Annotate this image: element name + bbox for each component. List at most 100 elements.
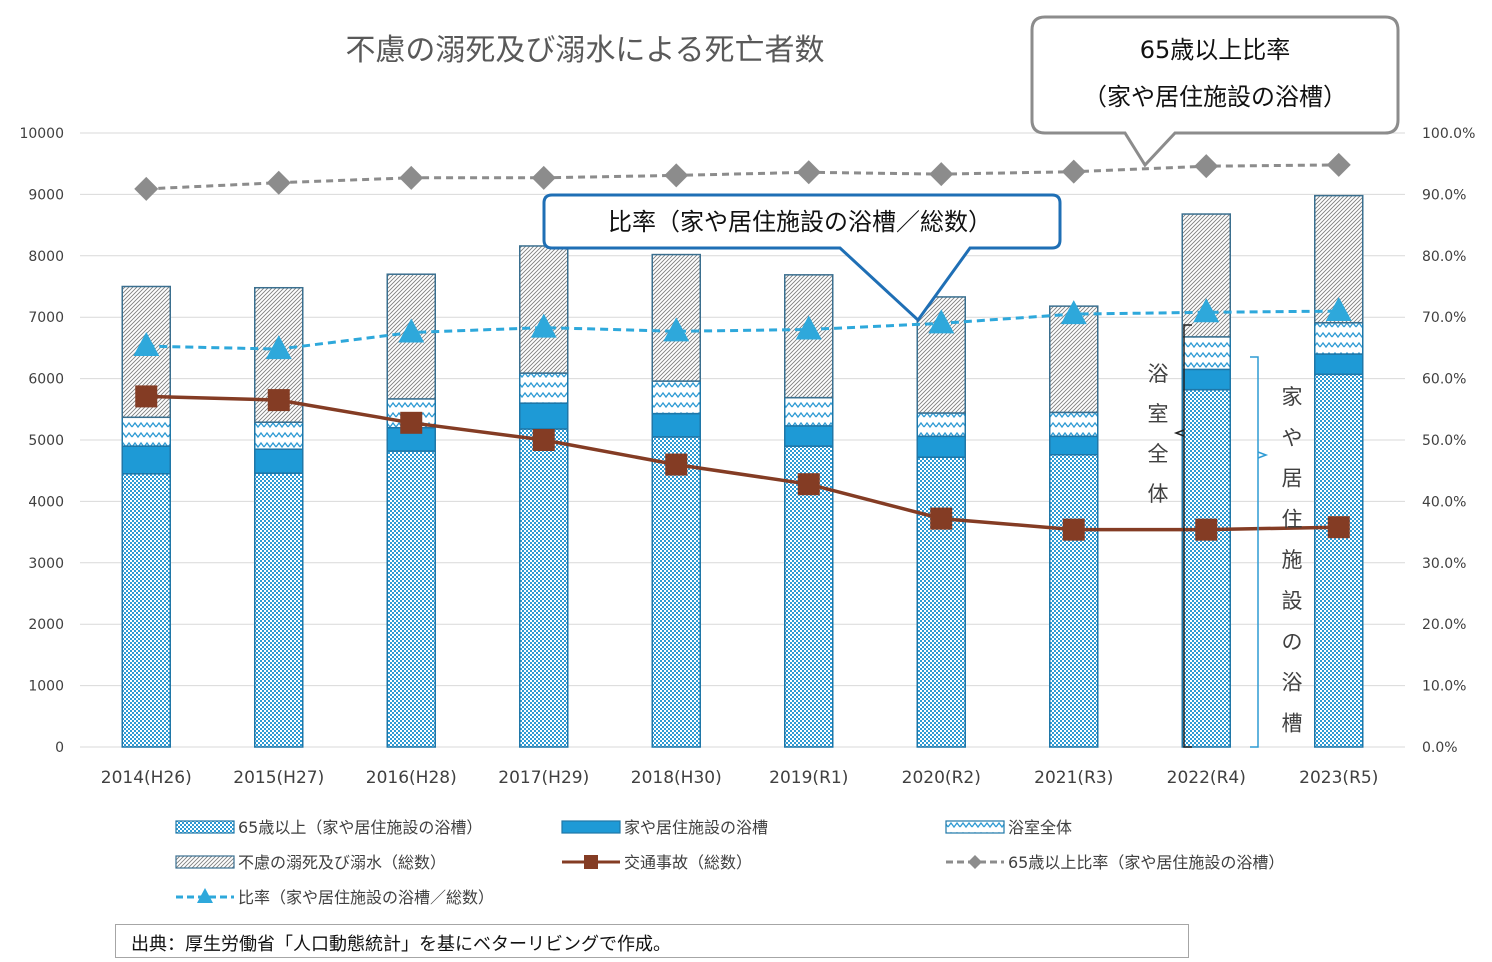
bar-home-bath	[916, 435, 966, 458]
bar-home-bath	[1314, 353, 1364, 376]
bar-elderly-bath	[386, 450, 436, 748]
x-tick-label: 2017(H29)	[498, 768, 589, 788]
y-tick-label: 1000	[28, 679, 64, 695]
bar-bathroom	[916, 412, 966, 438]
legend-ratio-marker	[197, 888, 213, 903]
legend-traffic-marker	[584, 855, 598, 869]
marker-square	[1062, 518, 1085, 541]
marker-triangle	[663, 317, 690, 342]
x-tick-label: 2019(R1)	[769, 768, 848, 788]
bar-home-bath	[1049, 435, 1099, 456]
bracket-bathroom-tip	[1173, 429, 1185, 437]
y-tick-label: 0	[55, 740, 64, 756]
bar-bathroom	[254, 421, 304, 450]
bar-home-bath	[651, 412, 701, 438]
marker-diamond	[531, 165, 556, 190]
y-tick-label: 8000	[28, 249, 64, 265]
y2-tick-label: 80.0%	[1422, 249, 1466, 265]
callout-ratio-text: 比率（家や居住施設の浴槽／総数）	[608, 208, 992, 236]
bar-bathroom	[121, 416, 171, 447]
x-tick-label: 2022(R4)	[1167, 768, 1246, 788]
legend-elderly-bath-label: 65歳以上（家や居住施設の浴槽）	[238, 818, 482, 837]
legend-elderly-ratio-marker	[968, 855, 982, 869]
y2-tick-label: 0.0%	[1422, 740, 1458, 756]
x-tick-label: 2015(H27)	[233, 768, 324, 788]
y2-tick-label: 50.0%	[1422, 433, 1466, 449]
bar-bathroom	[1314, 321, 1364, 355]
marker-triangle	[133, 332, 160, 357]
legend-elderly-ratio-label: 65歳以上比率（家や居住施設の浴槽）	[1008, 853, 1284, 872]
marker-diamond	[134, 176, 159, 201]
y-tick-label: 9000	[28, 187, 64, 203]
y2-tick-label: 20.0%	[1422, 617, 1466, 633]
bar-elderly-bath	[651, 436, 701, 748]
marker-diamond	[664, 163, 689, 188]
bar-bathroom	[1181, 336, 1231, 371]
y-tick-label: 5000	[28, 433, 64, 449]
marker-triangle	[530, 313, 557, 338]
bar-elderly-bath	[916, 456, 966, 748]
bar-home-bath	[254, 448, 304, 474]
x-tick-label: 2020(R2)	[902, 768, 981, 788]
y2-tick-label: 60.0%	[1422, 372, 1466, 388]
y-tick-label: 3000	[28, 556, 64, 572]
bar-elderly-bath	[519, 428, 569, 748]
bracket-bathroom	[1183, 324, 1192, 748]
marker-diamond	[929, 162, 954, 187]
legend-bathroom-label: 浴室全体	[1008, 818, 1072, 837]
y2-tick-label: 10.0%	[1422, 679, 1466, 695]
bar-bathroom	[651, 380, 701, 415]
y2-tick-label: 100.0%	[1422, 126, 1475, 142]
marker-square	[1195, 518, 1218, 541]
label-home-bath-vertical: 家や居住施設の浴槽	[1282, 385, 1303, 735]
x-tick-label: 2021(R3)	[1034, 768, 1113, 788]
bar-home-bath	[784, 425, 834, 447]
y-tick-label: 10000	[19, 126, 64, 142]
bar-elderly-bath	[121, 473, 171, 748]
callout-elderly-ratio-line1: 65歳以上比率	[1140, 36, 1291, 64]
callout-ratio	[542, 193, 1062, 323]
y2-tick-label: 70.0%	[1422, 310, 1466, 326]
x-tick-label: 2018(H30)	[631, 768, 722, 788]
bracket-home-bath-tip	[1257, 451, 1269, 459]
chart-title: 不慮の溺死及び溺水による死亡者数	[345, 33, 824, 68]
marker-square	[532, 429, 555, 451]
marker-triangle	[1325, 297, 1352, 322]
bar-bathroom	[1049, 411, 1099, 438]
line-series	[146, 163, 1339, 191]
marker-triangle	[398, 318, 425, 343]
label-bathroom-vertical: 浴室全体	[1148, 362, 1169, 506]
y-tick-label: 7000	[28, 310, 64, 326]
legend-bathroom-swatch	[945, 820, 1005, 834]
y-tick-label: 4000	[28, 494, 64, 510]
legend-elderly-bath-swatch	[175, 820, 235, 834]
legend-total-swatch	[175, 855, 235, 869]
marker-square	[135, 385, 158, 408]
marker-square	[400, 411, 423, 434]
marker-triangle	[1193, 298, 1220, 323]
x-tick-label: 2016(H28)	[366, 768, 457, 788]
y2-tick-label: 90.0%	[1422, 187, 1466, 203]
bar-bathroom	[519, 372, 569, 404]
callout-elderly-ratio	[1030, 15, 1400, 168]
marker-square	[930, 507, 953, 530]
marker-square	[797, 473, 820, 496]
y2-tick-label: 30.0%	[1422, 556, 1466, 572]
marker-diamond	[266, 170, 291, 195]
y2-tick-label: 40.0%	[1422, 494, 1466, 510]
marker-triangle	[795, 315, 822, 340]
line-series	[146, 309, 1339, 351]
source-note: 出典：厚生労働省「人口動態統計」を基にベターリビングで作成。	[131, 934, 671, 955]
bar-elderly-bath	[784, 445, 834, 748]
bar-home-bath	[519, 402, 569, 430]
x-tick-label: 2014(H26)	[101, 768, 192, 788]
marker-diamond	[796, 160, 821, 185]
y-tick-label: 2000	[28, 617, 64, 633]
legend-total-label: 不慮の溺死及び溺水（総数）	[238, 853, 446, 872]
bar-elderly-bath	[254, 472, 304, 748]
bracket-home-bath	[1250, 356, 1259, 748]
bar-elderly-bath	[1181, 388, 1231, 748]
marker-square	[267, 389, 290, 412]
line-series	[146, 394, 1339, 532]
